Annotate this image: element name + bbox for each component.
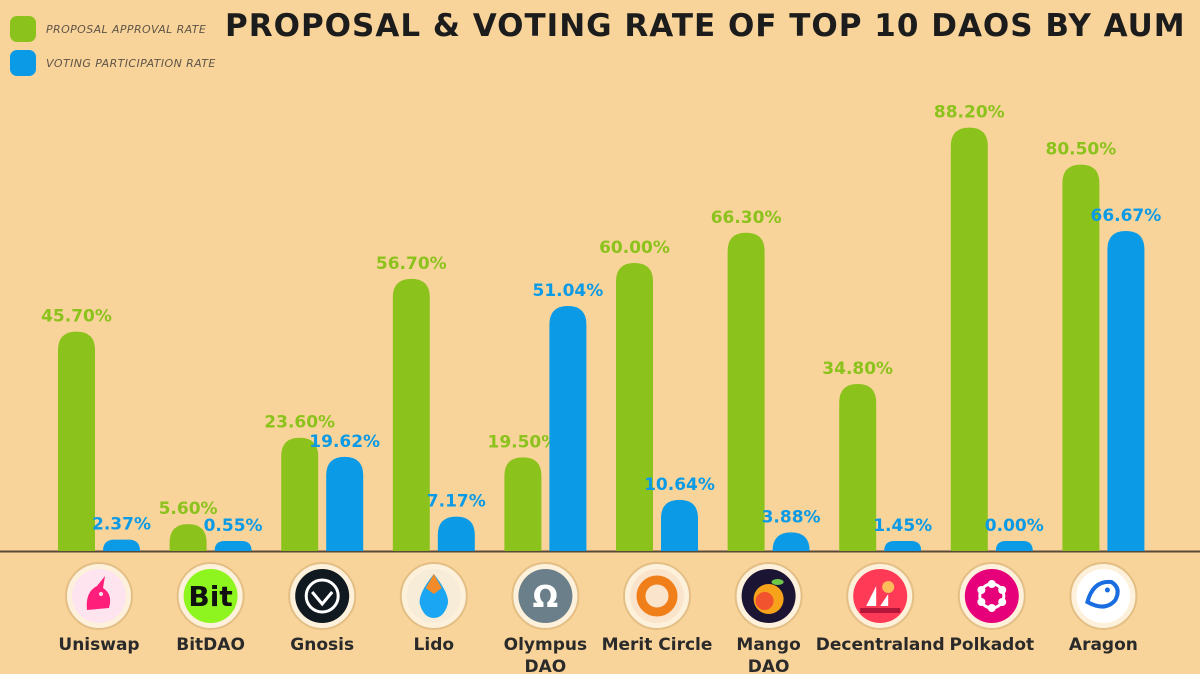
omega-icon: Ω [518, 569, 573, 623]
owl-icon [295, 569, 350, 623]
legend-item-participation: VOTING PARTICIPATION RATE [10, 46, 216, 80]
category-label-merit-circle: Merit Circle [602, 635, 713, 655]
approval-bar-gnosis [281, 437, 319, 551]
approval-bar-aragon [1062, 164, 1100, 551]
approval-value-label-bitdao: 5.60% [159, 499, 218, 519]
category-label-gnosis: Gnosis [290, 635, 354, 655]
participation-bar-olympus-dao [549, 306, 587, 551]
legend-item-approval: PROPOSAL APPROVAL RATE [10, 12, 216, 46]
category-label-mango-dao: Mango [736, 635, 800, 655]
participation-value-label-lido: 7.17% [427, 492, 486, 512]
chart-title: PROPOSAL & VOTING RATE OF TOP 10 DAOS BY… [225, 8, 1186, 44]
approval-bar-polkadot [950, 127, 988, 551]
ring-icon [630, 569, 684, 623]
category-label-polkadot: Polkadot [949, 635, 1034, 655]
approval-value-label-merit-circle: 60.00% [599, 238, 670, 258]
participation-value-label-mango-dao: 3.88% [762, 507, 821, 527]
participation-value-label-olympus-dao: 51.04% [532, 281, 603, 301]
legend: PROPOSAL APPROVAL RATE VOTING PARTICIPAT… [10, 12, 216, 80]
legend-swatch-approval [10, 16, 36, 42]
participation-bar-polkadot [995, 541, 1033, 551]
category-label-lido: Lido [414, 635, 455, 655]
legend-label-approval: PROPOSAL APPROVAL RATE [46, 22, 207, 36]
participation-value-label-decentraland: 1.45% [873, 516, 932, 536]
category-label-aragon: Aragon [1069, 635, 1138, 655]
approval-bar-mango-dao [727, 232, 765, 551]
unicorn-icon [72, 569, 126, 623]
category-label-decentraland: Decentraland [816, 635, 945, 655]
bit-icon: Bit [183, 569, 238, 623]
approval-value-label-mango-dao: 66.30% [711, 208, 782, 228]
category-label-uniswap: Uniswap [58, 635, 139, 655]
approval-bar-lido [392, 278, 430, 551]
participation-value-label-merit-circle: 10.64% [644, 475, 715, 495]
approval-bar-decentraland [839, 383, 877, 551]
approval-value-label-lido: 56.70% [376, 254, 447, 274]
participation-bar-decentraland [884, 541, 922, 551]
sailboat-icon [853, 569, 908, 623]
approval-bar-merit-circle [616, 263, 653, 551]
drop-icon [406, 569, 461, 623]
participation-value-label-bitdao: 0.55% [204, 516, 263, 536]
svg-text:Bit: Bit [188, 580, 232, 613]
participation-value-label-uniswap: 2.37% [92, 515, 151, 535]
approval-value-label-olympus-dao: 19.50% [487, 432, 558, 452]
approval-value-label-uniswap: 45.70% [41, 307, 112, 327]
approval-value-label-decentraland: 34.80% [822, 359, 893, 379]
approval-value-label-aragon: 80.50% [1045, 140, 1116, 160]
approval-value-label-gnosis: 23.60% [264, 413, 335, 433]
participation-bar-gnosis [326, 456, 364, 551]
approval-bar-olympus-dao [504, 457, 542, 551]
legend-label-participation: VOTING PARTICIPATION RATE [46, 56, 216, 70]
category-label-mango-dao-line2: DAO [748, 657, 790, 674]
category-label-olympus-dao: Olympus [504, 635, 587, 655]
bird-icon [1076, 569, 1131, 623]
approval-bar-bitdao [169, 524, 207, 551]
participation-bar-lido [437, 516, 475, 551]
legend-swatch-participation [10, 50, 36, 76]
approval-value-label-polkadot: 88.20% [934, 103, 1005, 123]
participation-bar-merit-circle [661, 499, 698, 551]
participation-bar-mango-dao [772, 532, 810, 551]
category-label-bitdao: BitDAO [176, 635, 245, 655]
svg-text:Ω: Ω [533, 580, 559, 615]
participation-value-label-aragon: 66.67% [1090, 206, 1161, 226]
mango-icon [741, 569, 796, 623]
participation-bar-uniswap [103, 539, 140, 551]
participation-value-label-gnosis: 19.62% [309, 432, 380, 452]
participation-bar-bitdao [214, 541, 252, 551]
dots-ring-icon [964, 569, 1019, 623]
category-label-olympus-dao-line2: DAO [525, 657, 567, 674]
participation-value-label-polkadot: 0.00% [985, 516, 1044, 536]
approval-bar-uniswap [58, 331, 95, 551]
participation-bar-aragon [1107, 230, 1145, 551]
